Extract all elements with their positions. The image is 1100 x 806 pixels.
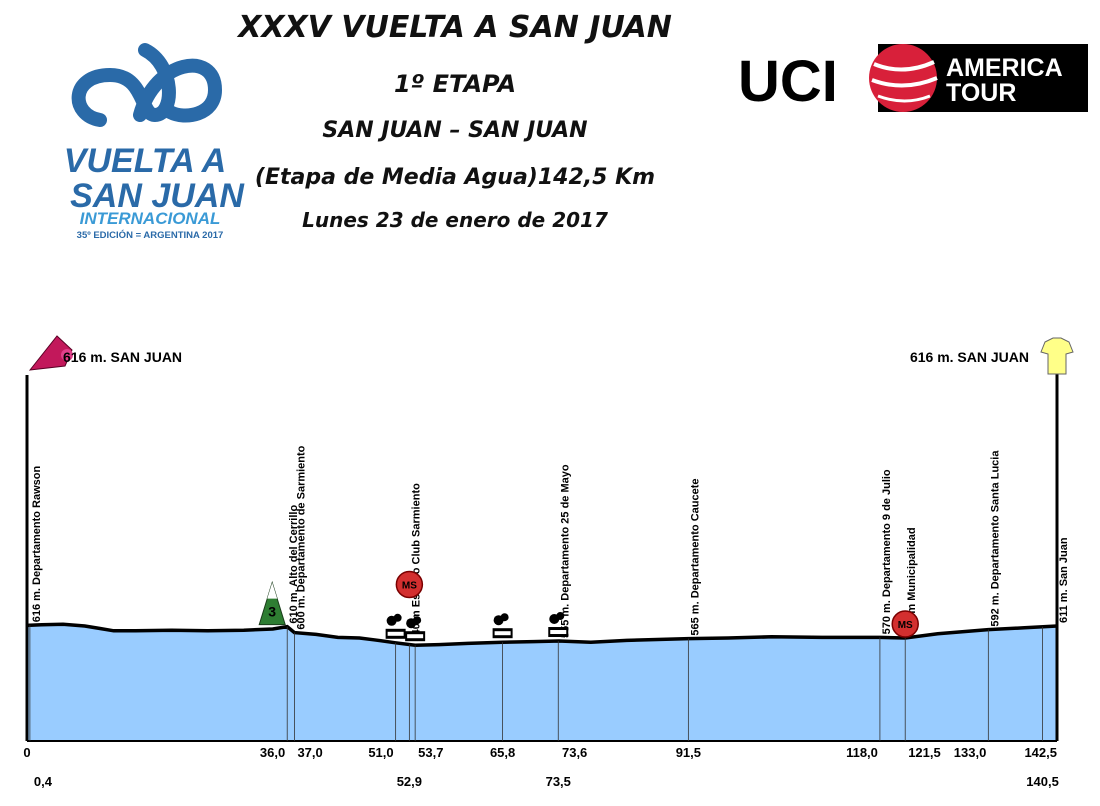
profile-line — [26, 622, 1058, 647]
sprint-icon — [395, 570, 424, 599]
feed-zone-stripe — [494, 631, 511, 636]
leader-jersey-icon — [1040, 337, 1074, 375]
race-title: XXXV VUELTA A SAN JUAN — [238, 10, 672, 45]
logo-line1: VUELTA A — [64, 142, 226, 180]
feed-zone-stripe — [387, 631, 404, 636]
marker-label: 600 m. Departamento de Sarmiento — [295, 445, 307, 629]
stage-date: Lunes 23 de enero de 2017 — [302, 208, 608, 232]
feed-zone-smoke — [556, 612, 565, 621]
stage-label: 1º ETAPA — [393, 70, 517, 98]
marker-label: 555 m. Departamento 25 de Mayo — [559, 464, 571, 638]
km-tick-label: 36,0 — [260, 745, 285, 760]
km-tick-label: 133,0 — [954, 745, 987, 760]
sprint-label: MS — [402, 580, 417, 591]
km-tick-label: 65,8 — [490, 745, 515, 760]
marker-label: 570 m. Departamento 9 de Julio — [881, 469, 893, 634]
sprint-label: MS — [898, 620, 913, 631]
marker-label: 592 m. Departamento Santa Lucia — [989, 450, 1001, 627]
km-tick-label: 121,5 — [908, 745, 941, 760]
km-tick-label: 118,0 — [846, 745, 878, 760]
tour-text: TOUR — [946, 79, 1016, 107]
stage-subtitle: (Etapa de Media Agua)142,5 Km — [254, 165, 656, 190]
profile-area — [27, 624, 1057, 741]
km-tick-label: 140,5 — [1026, 774, 1059, 789]
marker-label: 540 m Estadio Club Sarmiento — [410, 483, 422, 642]
uci-america-tour-logo: UCI AMERICA TOUR — [738, 44, 1088, 114]
start-label: 616 m. SAN JUAN — [63, 349, 182, 365]
sprint-icon — [891, 610, 919, 638]
km-tick-label: 51,0 — [368, 745, 393, 760]
marker-label: 616 m. Departamento Rawson — [31, 466, 43, 623]
route-label: SAN JUAN – SAN JUAN — [322, 118, 588, 143]
km-tick-label: 91,5 — [676, 745, 701, 760]
vuelta-san-juan-logo: VUELTA A SAN JUAN INTERNACIONAL 35º EDIC… — [25, 20, 265, 250]
start-flag-icon — [28, 335, 73, 371]
cyclist-swirl-icon — [71, 43, 223, 127]
km-tick-label: 142,5 — [1024, 745, 1057, 760]
start-flag-icon — [61, 349, 73, 361]
feed-zone-stripe — [407, 634, 424, 639]
km-tick-label: 0 — [23, 745, 30, 760]
marker-label: 565 m. Departamento Caucete — [689, 478, 701, 635]
logo-line4: 35º EDICIÓN = ARGENTINA 2017 — [77, 229, 224, 241]
marker-label: 571 m Municipalidad — [906, 527, 918, 635]
climb-snowcap — [267, 582, 278, 599]
km-tick-label: 37,0 — [297, 745, 322, 760]
feed-zone-stripe — [550, 630, 567, 635]
feed-zone-smoke — [500, 613, 509, 622]
km-tick-label: 0,4 — [34, 774, 53, 789]
km-tick-label: 73,5 — [546, 774, 571, 789]
climb-mountain-icon — [258, 580, 286, 626]
km-tick-label: 73,6 — [562, 745, 587, 760]
logo-line3: INTERNACIONAL — [80, 209, 221, 228]
feed-zone-smoke — [413, 616, 422, 625]
climb-category: 3 — [268, 604, 276, 620]
km-tick-label: 53,7 — [418, 745, 443, 760]
logo-line2: SAN JUAN — [70, 177, 245, 215]
marker-label: 610 m. Alto del Cerrillo — [288, 505, 300, 624]
feed-zone-smoke — [393, 613, 402, 622]
marker-label: 611 m. San Juan — [1058, 537, 1070, 623]
uci-text: UCI — [738, 49, 838, 112]
uci-swirl-icon — [869, 44, 938, 112]
america-text: AMERICA — [946, 54, 1063, 82]
finish-label: 616 m. SAN JUAN — [910, 349, 1029, 365]
km-tick-label: 52,9 — [397, 774, 422, 789]
